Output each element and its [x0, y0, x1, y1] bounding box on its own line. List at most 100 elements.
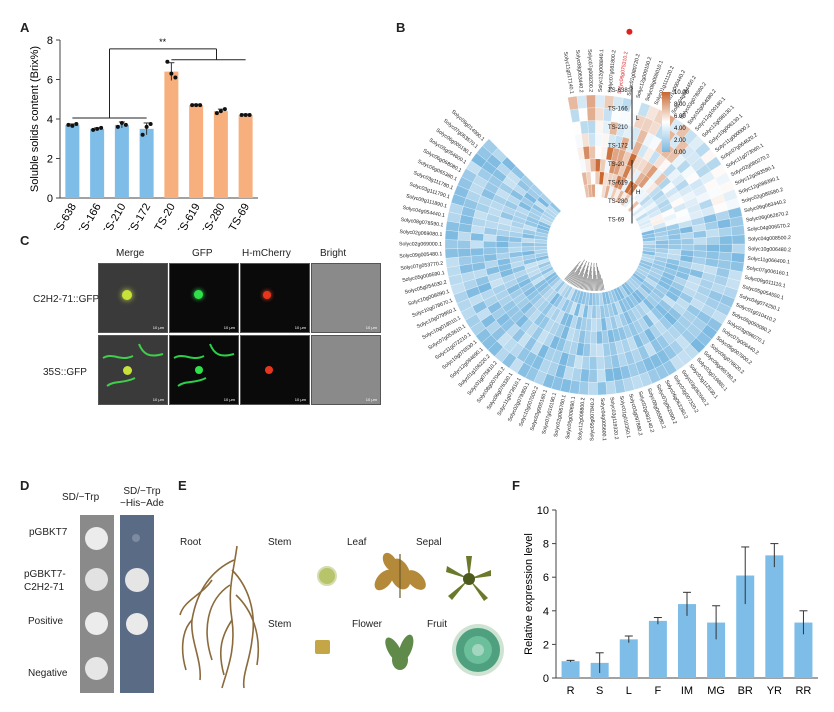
- group-label-l: L: [636, 116, 640, 122]
- y-tick-label: 2: [47, 154, 53, 166]
- x-tick-label: RR: [795, 685, 811, 697]
- legend-tick-label: 8.00: [674, 102, 686, 108]
- heatmap-cell: [718, 226, 733, 237]
- data-point: [214, 111, 219, 116]
- bar: [139, 128, 154, 198]
- sample-label: TS-280: [608, 199, 628, 205]
- gene-label: Solyc05g007840.2: [589, 398, 596, 441]
- data-point: [173, 75, 178, 80]
- heatmap-cell: [483, 247, 497, 256]
- organ-label-fruit: Fruit: [427, 619, 447, 630]
- heatmap-cell: [597, 381, 607, 396]
- micrograph-merge-c2h2: 10 μm: [98, 263, 168, 333]
- dendrogram-branch: [596, 278, 599, 291]
- sample-label: TS-20: [608, 162, 625, 168]
- heatmap-cell: [576, 95, 588, 109]
- row-label-positive: Positive: [28, 616, 64, 627]
- stem-section-image: [315, 640, 330, 654]
- x-tick-label: TS-166: [75, 202, 103, 231]
- organ-label-sepal: Sepal: [416, 537, 442, 548]
- heatmap-cell: [596, 330, 603, 345]
- gene-label: Solyc07g053770.2: [400, 261, 443, 272]
- heatmap-cell: [578, 381, 589, 395]
- heatmap-cell: [595, 133, 603, 147]
- bar: [678, 604, 696, 678]
- x-tick-label: TS-210: [100, 202, 128, 231]
- dendrogram-branch: [587, 266, 592, 291]
- heatmap-cell: [605, 380, 617, 395]
- heatmap-cell: [482, 138, 499, 155]
- bar: [794, 622, 813, 678]
- bar: [65, 124, 80, 198]
- heatmap-cell: [595, 145, 602, 160]
- y-tick-label: 2: [543, 639, 549, 651]
- dendrogram-branch: [576, 268, 585, 288]
- colony: [85, 657, 108, 680]
- bar: [164, 71, 179, 198]
- gene-label: Solyc04g006570.2: [747, 223, 790, 233]
- colony: [85, 568, 108, 591]
- data-point: [91, 127, 96, 132]
- significance-marker: **: [159, 37, 167, 47]
- heatmap-cell: [589, 343, 597, 357]
- micrograph-gfp-c2h2: 10 μm: [169, 263, 239, 333]
- heatmap-cell: [589, 356, 598, 370]
- micrograph-merge-35s: 10 μm: [98, 335, 168, 405]
- dendrogram-branch: [597, 266, 601, 291]
- panel-f-label: F: [512, 478, 520, 493]
- gene-label: Solyc07g008200.2: [586, 49, 593, 92]
- dendrogram-branch: [568, 259, 585, 283]
- heatmap-cell: [444, 230, 459, 241]
- data-point: [99, 125, 104, 130]
- heatmap-cell: [731, 243, 746, 254]
- circular-heatmap: Solyc11g017140.1 Solyc08g063440.2 Solyc07g…: [399, 28, 791, 441]
- x-tick-label: TS-20: [153, 202, 178, 231]
- bar: [707, 622, 726, 678]
- data-point: [148, 121, 153, 126]
- organ-label-flower: Flower: [352, 619, 383, 630]
- heatmap-cell: [567, 95, 579, 111]
- bar: [765, 555, 784, 678]
- dendrogram-branch: [574, 264, 586, 287]
- data-point: [144, 124, 149, 129]
- bar: [238, 115, 253, 198]
- y-tick-label: 6: [47, 75, 53, 87]
- gene-label: Solyc08g078590.1: [400, 217, 444, 229]
- dendrogram-branch: [589, 274, 593, 291]
- highlight-dot: [626, 28, 633, 35]
- gene-label: Solyc02g069080.1: [399, 229, 442, 238]
- heatmap-cell: [444, 248, 459, 259]
- heatmap-cell: [591, 305, 597, 319]
- micrograph-mcherry-c2h2: 10 μm: [240, 263, 310, 333]
- scale-bar-text: 10 μm: [365, 397, 377, 402]
- heatmap-cell: [457, 231, 472, 241]
- y-tick-label: 6: [543, 572, 549, 584]
- dendrogram-branch: [582, 269, 589, 290]
- data-point: [190, 103, 195, 108]
- gene-label: Solyc03g119320.2: [608, 397, 619, 440]
- dendrogram-branch: [573, 260, 588, 287]
- colony: [132, 534, 140, 542]
- y-axis-title: Relative expression level: [523, 533, 535, 655]
- sample-label: TS-69: [608, 218, 625, 224]
- col-header-mcherry: H-mCherry: [242, 248, 291, 259]
- dendrogram-branch: [585, 262, 592, 291]
- x-tick-label: BR: [738, 685, 753, 697]
- bar: [648, 620, 667, 678]
- heatmap-cell: [589, 158, 596, 172]
- root-image: [179, 545, 260, 689]
- y-tick-label: 4: [47, 114, 53, 126]
- sample-label: TS-166: [608, 107, 628, 113]
- organ-label-root: Root: [180, 537, 202, 548]
- heatmap-cell: [596, 356, 605, 370]
- x-tick-label: TS-172: [125, 202, 153, 231]
- heatmap-cell: [586, 94, 596, 109]
- y-tick-label: 8: [47, 35, 53, 47]
- data-point: [95, 126, 100, 131]
- data-point: [239, 113, 244, 118]
- heatmap-cell: [731, 234, 746, 245]
- heatmap-cell: [587, 381, 598, 396]
- fruit-image: [452, 624, 504, 676]
- heatmap-cell: [590, 318, 597, 332]
- dendrogram-branch: [579, 261, 590, 289]
